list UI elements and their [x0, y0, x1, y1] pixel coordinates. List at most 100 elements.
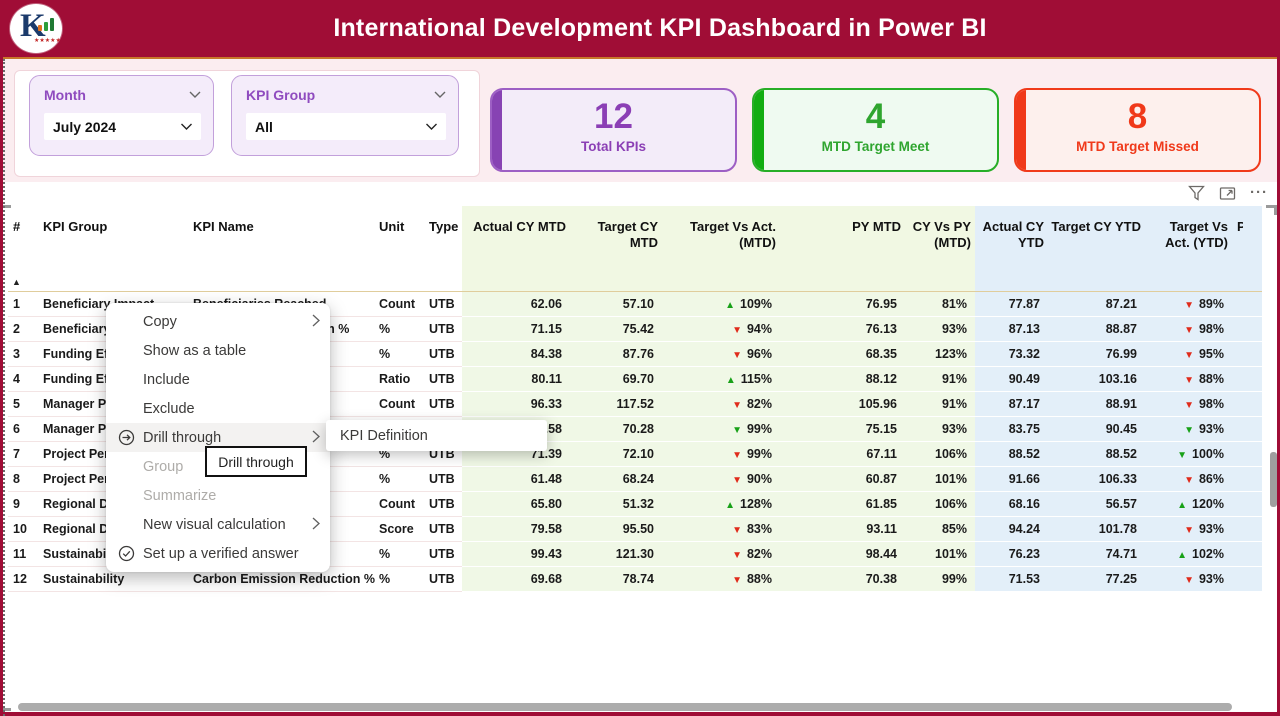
cell-py-row-10[interactable]: 93.11	[780, 517, 905, 542]
cell-type-row-4[interactable]: UTB	[424, 367, 462, 392]
cell-n-row-12[interactable]: 12	[8, 567, 38, 592]
cell-amtd-row-4[interactable]: 80.11	[462, 367, 570, 392]
cell-tva_mtd-row-11[interactable]: ▼ 82%	[662, 542, 780, 567]
cell-pad-row-5[interactable]	[1232, 392, 1262, 417]
chevron-down-icon[interactable]	[180, 118, 193, 136]
month-slicer[interactable]: Month July 2024	[29, 75, 214, 156]
selection-handle[interactable]	[0, 708, 11, 711]
column-header-amtd[interactable]: Actual CY MTD	[462, 206, 570, 292]
cell-tmtd-row-9[interactable]: 51.32	[570, 492, 662, 517]
cell-type-row-8[interactable]: UTB	[424, 467, 462, 492]
cell-tmtd-row-5[interactable]: 117.52	[570, 392, 662, 417]
cell-cyvspy-row-11[interactable]: 101%	[905, 542, 975, 567]
cell-pad-row-4[interactable]	[1232, 367, 1262, 392]
cell-py-row-7[interactable]: 67.11	[780, 442, 905, 467]
selection-handle[interactable]	[0, 205, 11, 208]
cell-unit-row-8[interactable]: %	[374, 467, 424, 492]
cell-n-row-2[interactable]: 2	[8, 317, 38, 342]
cell-tva_ytd-row-2[interactable]: ▼ 98%	[1145, 317, 1232, 342]
cell-tva_mtd-row-8[interactable]: ▼ 90%	[662, 467, 780, 492]
cell-tmtd-row-6[interactable]: 70.28	[570, 417, 662, 442]
cell-tva_mtd-row-5[interactable]: ▼ 82%	[662, 392, 780, 417]
cell-unit-row-4[interactable]: Ratio	[374, 367, 424, 392]
cell-type-row-10[interactable]: UTB	[424, 517, 462, 542]
menu-item-new-visual-calculation[interactable]: New visual calculation	[106, 510, 330, 539]
cell-unit-row-12[interactable]: %	[374, 567, 424, 592]
cell-tytd-row-9[interactable]: 56.57	[1048, 492, 1145, 517]
menu-item-set-up-a-verified-answer[interactable]: Set up a verified answer	[106, 539, 330, 568]
cell-name-row-12[interactable]: Carbon Emission Reduction %	[188, 567, 375, 592]
cell-tva_ytd-row-6[interactable]: ▼ 93%	[1145, 417, 1232, 442]
more-options-icon[interactable]: ···	[1250, 184, 1268, 201]
cell-tytd-row-8[interactable]: 106.33	[1048, 467, 1145, 492]
cell-py-row-6[interactable]: 75.15	[780, 417, 905, 442]
mtd-target-meet-card[interactable]: 4 MTD Target Meet	[752, 88, 999, 172]
kpi-group-slicer[interactable]: KPI Group All	[231, 75, 459, 156]
selection-handle[interactable]	[1266, 205, 1277, 208]
cell-amtd-row-9[interactable]: 65.80	[462, 492, 570, 517]
cell-amtd-row-11[interactable]: 99.43	[462, 542, 570, 567]
cell-tva_mtd-row-6[interactable]: ▼ 99%	[662, 417, 780, 442]
cell-tva_mtd-row-10[interactable]: ▼ 83%	[662, 517, 780, 542]
column-header-cyvspy[interactable]: CY Vs PY (MTD)	[905, 206, 975, 292]
cell-tva_ytd-row-9[interactable]: ▲ 120%	[1145, 492, 1232, 517]
cell-cyvspy-row-1[interactable]: 81%	[905, 292, 975, 317]
mtd-target-missed-card[interactable]: 8 MTD Target Missed	[1014, 88, 1261, 172]
column-header-aytd[interactable]: Actual CY YTD	[975, 206, 1048, 292]
cell-n-row-10[interactable]: 10	[8, 517, 38, 542]
cell-cyvspy-row-4[interactable]: 91%	[905, 367, 975, 392]
cell-n-row-3[interactable]: 3	[8, 342, 38, 367]
cell-unit-row-2[interactable]: %	[374, 317, 424, 342]
cell-type-row-2[interactable]: UTB	[424, 317, 462, 342]
selection-handle[interactable]	[1274, 205, 1277, 215]
cell-pad-row-10[interactable]	[1232, 517, 1262, 542]
cell-py-row-3[interactable]: 68.35	[780, 342, 905, 367]
cell-pad-row-6[interactable]	[1232, 417, 1262, 442]
cell-cyvspy-row-9[interactable]: 106%	[905, 492, 975, 517]
cell-type-row-11[interactable]: UTB	[424, 542, 462, 567]
kpi-group-dropdown[interactable]: All	[246, 113, 446, 140]
cell-amtd-row-12[interactable]: 69.68	[462, 567, 570, 592]
cell-aytd-row-11[interactable]: 76.23	[975, 542, 1048, 567]
cell-pad-row-8[interactable]	[1232, 467, 1262, 492]
cell-cyvspy-row-2[interactable]: 93%	[905, 317, 975, 342]
cell-type-row-5[interactable]: UTB	[424, 392, 462, 417]
cell-unit-row-1[interactable]: Count	[374, 292, 424, 317]
cell-tytd-row-11[interactable]: 74.71	[1048, 542, 1145, 567]
cell-tytd-row-5[interactable]: 88.91	[1048, 392, 1145, 417]
cell-tytd-row-4[interactable]: 103.16	[1048, 367, 1145, 392]
cell-unit-row-7[interactable]: %	[374, 442, 424, 467]
cell-amtd-row-2[interactable]: 71.15	[462, 317, 570, 342]
column-header-unit[interactable]: Unit	[374, 206, 424, 292]
cell-tva_ytd-row-12[interactable]: ▼ 93%	[1145, 567, 1232, 592]
cell-aytd-row-12[interactable]: 71.53	[975, 567, 1048, 592]
cell-tva_ytd-row-11[interactable]: ▲ 102%	[1145, 542, 1232, 567]
cell-aytd-row-2[interactable]: 87.13	[975, 317, 1048, 342]
column-header-tytd[interactable]: Target CY YTD	[1048, 206, 1145, 292]
column-header-n[interactable]: #	[8, 206, 38, 292]
cell-unit-row-9[interactable]: Count	[374, 492, 424, 517]
cell-amtd-row-8[interactable]: 61.48	[462, 467, 570, 492]
cell-aytd-row-4[interactable]: 90.49	[975, 367, 1048, 392]
cell-pad-row-2[interactable]	[1232, 317, 1262, 342]
cell-tmtd-row-10[interactable]: 95.50	[570, 517, 662, 542]
month-dropdown[interactable]: July 2024	[44, 113, 201, 140]
cell-tva_mtd-row-1[interactable]: ▲ 109%	[662, 292, 780, 317]
cell-unit-row-11[interactable]: %	[374, 542, 424, 567]
cell-pad-row-1[interactable]	[1232, 292, 1262, 317]
cell-pad-row-9[interactable]	[1232, 492, 1262, 517]
cell-tva_mtd-row-4[interactable]: ▲ 115%	[662, 367, 780, 392]
column-header-name[interactable]: KPI Name	[188, 206, 374, 292]
menu-item-exclude[interactable]: Exclude	[106, 394, 330, 423]
cell-tva_ytd-row-4[interactable]: ▼ 88%	[1145, 367, 1232, 392]
cell-py-row-8[interactable]: 60.87	[780, 467, 905, 492]
cell-n-row-5[interactable]: 5	[8, 392, 38, 417]
cell-aytd-row-8[interactable]: 91.66	[975, 467, 1048, 492]
cell-n-row-6[interactable]: 6	[8, 417, 38, 442]
cell-tmtd-row-3[interactable]: 87.76	[570, 342, 662, 367]
cell-type-row-1[interactable]: UTB	[424, 292, 462, 317]
cell-amtd-row-1[interactable]: 62.06	[462, 292, 570, 317]
vertical-scrollbar[interactable]	[1270, 452, 1277, 507]
chevron-down-icon[interactable]	[189, 86, 201, 104]
cell-tytd-row-3[interactable]: 76.99	[1048, 342, 1145, 367]
